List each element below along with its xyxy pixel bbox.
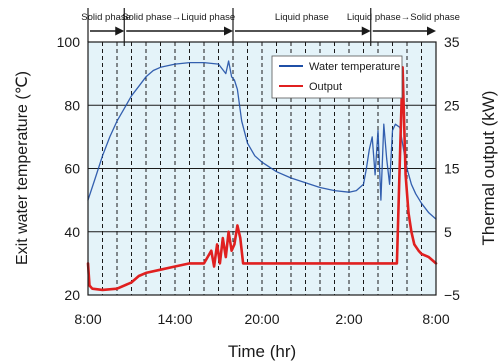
phase-arrow-head (224, 26, 233, 36)
x-tick-label: 2:00 (335, 311, 362, 327)
legend: Water temperature Output (271, 55, 403, 99)
plot-frame (87, 41, 437, 296)
series-line-water-temperature (87, 60, 437, 220)
y-tick-label-right: 25 (444, 97, 460, 113)
y-tick-label-right: 15 (444, 161, 460, 177)
x-tick-label: 20:00 (244, 311, 279, 327)
series-layer (86, 60, 438, 292)
phase-arrow-head (427, 26, 436, 36)
series-line-output (86, 66, 438, 292)
y-tick-label-right: −5 (444, 287, 460, 303)
y-tick-label-left: 80 (64, 97, 80, 113)
y-tick-label-left: 20 (64, 287, 80, 303)
legend-label-water-temperature: Water temperature (309, 61, 400, 73)
phase-arrow-head (115, 26, 125, 36)
y-axis-label-left: Exit water temperature (℃) (14, 71, 31, 265)
y-tick-label-left: 40 (64, 224, 80, 240)
legend-label-output: Output (309, 81, 342, 93)
phase-arrow-head (361, 26, 371, 36)
y-tick-label-left: 60 (64, 161, 80, 177)
tick-labels: 8:00 14:00 20:00 2:00 8:00 20 40 60 80 100 −5 5 15 25… (57, 34, 461, 327)
x-tick-label: 8:00 (74, 311, 101, 327)
phase-label: Liquid phase→Solid phase (347, 12, 460, 23)
legend-box (271, 55, 403, 99)
x-tick-label: 8:00 (422, 311, 449, 327)
phase-label: Solid phase→Liquid phase (122, 12, 235, 23)
y-tick-label-left: 100 (57, 34, 81, 50)
x-tick-label: 14:00 (157, 311, 192, 327)
y-tick-label-right: 5 (444, 224, 452, 240)
y-axis-label-right: Thermal output (kW) (479, 91, 498, 246)
x-axis-label: Time (hr) (228, 342, 296, 361)
phase-label: Solid phase (81, 12, 131, 23)
y-tick-label-right: 35 (444, 34, 460, 50)
phase-label: Liquid phase (275, 12, 329, 23)
